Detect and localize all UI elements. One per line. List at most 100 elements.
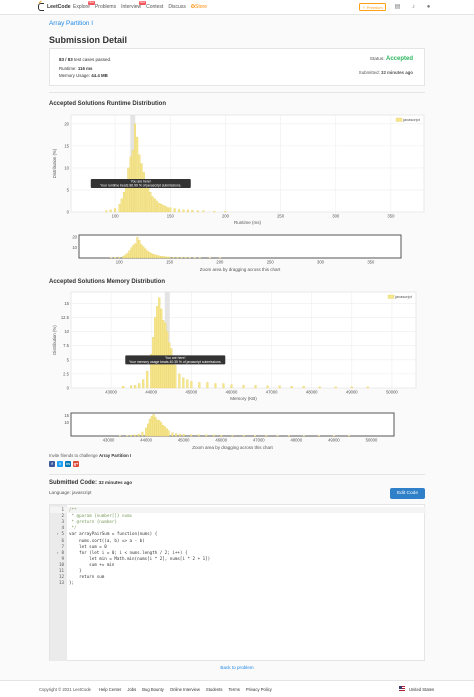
footer-link[interactable]: Help Center xyxy=(99,687,122,692)
x-tick-label: 350 xyxy=(387,214,395,219)
code-line: 10 sum += min xyxy=(50,562,426,568)
premium-label: Premium xyxy=(366,5,383,10)
linkedin-icon[interactable]: in xyxy=(65,461,71,467)
google-plus-icon[interactable]: g+ xyxy=(73,461,79,467)
back-to-problem-link[interactable]: Back to problem xyxy=(220,665,254,670)
y-tick-label: 5 xyxy=(67,187,70,192)
line-number: › 8 xyxy=(56,549,64,555)
premium-icon: ✧ xyxy=(362,5,366,10)
submitted-code-heading: Submitted Code: 32 minutes ago xyxy=(49,480,132,486)
us-flag-icon xyxy=(399,686,405,691)
x-tick-label: 47000 xyxy=(266,390,278,395)
runtime-distribution-title: Accepted Solutions Runtime Distribution xyxy=(49,101,167,107)
line-number: › 5 xyxy=(56,531,64,537)
nav-store[interactable]: ✪Store xyxy=(191,4,207,11)
edit-code-button[interactable]: Edit Code xyxy=(390,488,425,499)
memory-zoom-chart[interactable]: 43000 44000 45000 46000 47000 48000 49000 50000… xyxy=(49,409,425,453)
runtime-zoom-chart[interactable]: 100 150 200 250 300 350 10 20 Zoom area by dragg… xyxy=(49,232,425,274)
runtime-distribution-chart[interactable]: 100 150 200 250 300 350 0 5 10 15 20 Runtime (ms) Di… xyxy=(49,110,425,230)
bar xyxy=(162,205,165,213)
plot-area xyxy=(70,412,395,437)
x-tick-label: 45000 xyxy=(178,438,190,443)
invite-problem: Array Partition I xyxy=(98,453,132,458)
x-tick-label: 47000 xyxy=(253,438,265,443)
passed-count: 83 / 83 xyxy=(59,57,73,62)
twitter-icon[interactable]: t xyxy=(57,461,63,467)
bar xyxy=(206,382,209,389)
bar xyxy=(366,386,369,389)
facebook-icon[interactable]: f xyxy=(49,461,55,467)
country-selector[interactable]: United States xyxy=(409,687,435,692)
submitted-value: 32 minutes ago xyxy=(381,70,413,75)
legend-label: javascript xyxy=(394,294,413,299)
bar xyxy=(164,206,167,213)
plot-area xyxy=(70,291,417,389)
footer-link[interactable]: Students xyxy=(205,687,223,692)
footer-link[interactable]: Bug Bounty xyxy=(142,687,164,692)
line-number: 11 xyxy=(58,568,64,573)
x-tick-label: 300 xyxy=(317,260,325,265)
line-number: 2 xyxy=(61,513,64,519)
bar xyxy=(230,384,233,389)
code-editor[interactable]: 1/** 2 * @param {number[]} nums 3 * @retur… xyxy=(49,504,426,661)
y-tick-label: 12.5 xyxy=(61,315,70,320)
bar xyxy=(138,240,141,259)
bar xyxy=(147,187,150,213)
code-text: sum += min xyxy=(69,561,115,567)
bell-icon[interactable]: ♪ xyxy=(412,4,415,10)
bar xyxy=(133,123,137,213)
footer-link[interactable]: Jobs xyxy=(127,687,137,692)
bar xyxy=(136,236,139,259)
notebook-icon[interactable]: ▤ xyxy=(394,4,401,10)
copyright: Copyright © 2021 LeetCode xyxy=(39,687,91,692)
bar xyxy=(144,248,147,259)
bar xyxy=(167,207,170,213)
bar xyxy=(109,209,112,213)
premium-button[interactable]: ✧ Premium xyxy=(359,3,386,11)
nav-interview[interactable]: Interview New xyxy=(121,1,147,11)
nav-discuss[interactable]: Discuss xyxy=(168,4,186,10)
invite-text: Invite friends to challenge Array Partit… xyxy=(49,453,131,458)
bar xyxy=(184,257,187,259)
bar xyxy=(220,435,223,437)
x-tick-label: 100 xyxy=(116,260,124,265)
code-line: 6 nums.sort((a, b) => a - b) xyxy=(50,538,426,544)
bar xyxy=(148,252,151,259)
bar xyxy=(158,420,161,437)
bar xyxy=(334,386,337,389)
breadcrumb[interactable]: Array Partition I xyxy=(49,20,94,27)
store-icon: ✪ xyxy=(190,4,196,10)
footer: Copyright © 2021 LeetCode Help Center Job… xyxy=(0,680,474,697)
footer-link[interactable]: Online Interview xyxy=(169,687,200,692)
code-text: } xyxy=(69,568,82,573)
y-tick-label: 2.5 xyxy=(63,371,69,376)
code-text: var arrayPairSum = function(nums) { xyxy=(69,531,158,537)
bar xyxy=(154,254,157,259)
bar xyxy=(126,253,129,259)
bar xyxy=(154,416,157,437)
x-tick-label: 350 xyxy=(367,260,375,265)
x-tick-label: 49000 xyxy=(346,390,358,395)
footer-link[interactable]: Privacy Policy xyxy=(245,687,272,692)
memory-distribution-chart[interactable]: 43000 44000 45000 46000 47000 48000 49000 50000… xyxy=(49,288,425,406)
bar xyxy=(150,253,153,259)
code-text: * @return {number} xyxy=(69,519,117,525)
page-title: Submission Detail xyxy=(49,35,128,45)
bar xyxy=(120,198,123,213)
line-number: 4 xyxy=(61,525,64,531)
nav-contest[interactable]: Contest xyxy=(146,4,164,10)
user-icon[interactable]: ● xyxy=(426,4,431,10)
leetcode-logo[interactable]: LeetCode xyxy=(38,3,71,11)
nav-explore[interactable]: Explore New xyxy=(73,1,95,11)
bar xyxy=(134,385,137,389)
bar xyxy=(290,386,293,389)
nav-problems[interactable]: Problems xyxy=(94,4,117,10)
bar xyxy=(158,203,161,213)
x-tick-label: 150 xyxy=(167,214,175,219)
bar xyxy=(168,342,171,389)
bar xyxy=(212,434,215,437)
bar xyxy=(137,433,140,437)
status-value: Accepted xyxy=(385,56,413,62)
footer-link[interactable]: Terms xyxy=(228,687,240,692)
x-tick-label: 200 xyxy=(216,260,224,265)
